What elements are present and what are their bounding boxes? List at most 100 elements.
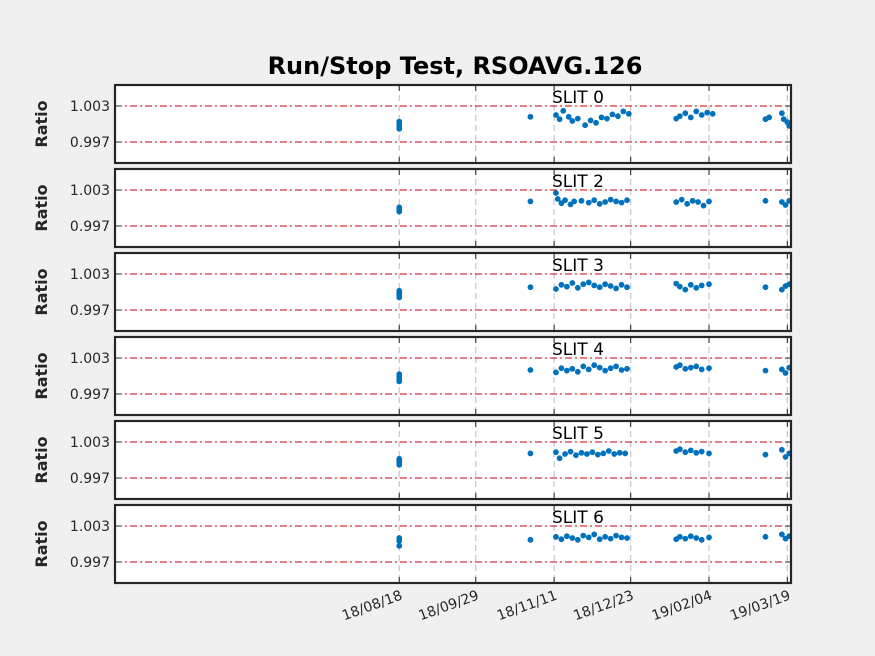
data-point [778,286,785,293]
data-point [584,451,590,457]
panel-0: 0.997 1.003 SLIT 0 Ratio [32,83,793,165]
data-point [596,200,603,207]
data-point [693,284,700,291]
x-tick-label: 19/03/19 [728,588,793,625]
panel-title: SLIT 5 [552,424,604,444]
data-point [607,196,614,203]
data-point [778,366,785,373]
data-point [585,279,592,286]
data-point [594,451,601,458]
data-point [580,532,587,539]
y-axis-label: Ratio [32,268,51,315]
data-point [684,200,691,207]
panel-title: SLIT 6 [552,508,604,528]
data-point [676,113,683,120]
data-point [678,196,685,203]
chart-title: Run/Stop Test, RSOAVG.126 [268,52,643,80]
data-point [698,448,705,455]
panel-frame [113,251,793,333]
panel-frame [113,83,793,165]
data-point [709,110,716,117]
data-point [562,197,568,204]
data-point [585,534,592,541]
data-point [578,449,585,456]
data-point [676,362,683,369]
panel-5: 0.997 1.003 SLIT 6 Ratio [32,503,793,585]
x-tick-label: 18/08/18 [340,588,405,625]
data-point [706,198,712,205]
data-point [706,534,712,541]
data-point [574,115,581,122]
data-point [563,283,570,290]
y-tick-label: 1.003 [70,519,110,535]
data-point [762,451,769,458]
panel-background [115,169,791,247]
y-tick-label: 1.003 [70,435,110,451]
data-point [693,108,700,115]
data-point [580,363,587,370]
y-tick-label: 0.997 [70,387,110,403]
data-point [618,281,625,288]
data-point [396,371,403,378]
data-point [695,199,701,205]
data-point [625,110,632,117]
data-point [573,452,579,459]
data-point [682,449,689,456]
panel-background [115,253,791,331]
data-point [698,112,705,118]
data-point [687,281,694,288]
y-axis-label: Ratio [32,184,51,231]
x-axis: 18/08/18 18/09/29 18/11/11 18/12/23 19/02/04… [340,588,793,625]
data-point [607,283,614,289]
panel-frame [113,419,793,501]
panel-background [115,505,791,583]
data-point [558,281,565,288]
data-point [553,190,559,196]
data-point [569,365,576,372]
data-point [602,367,609,374]
y-axis-label: Ratio [32,352,51,399]
panel-background [115,421,791,499]
data-point [591,282,598,289]
data-point [706,365,712,372]
data-point [574,536,581,543]
data-point [778,446,785,453]
data-point [527,198,534,205]
data-point [778,110,785,117]
data-point [613,198,619,205]
data-point [527,367,534,373]
data-point [622,450,629,457]
data-point [782,202,789,208]
data-point [527,536,534,543]
data-point [676,446,683,453]
data-point [762,197,769,204]
data-point [556,455,563,462]
data-point [591,362,598,369]
y-tick-label: 0.997 [70,135,110,151]
data-point [527,450,534,457]
y-axis-label: Ratio [32,436,51,483]
data-point [574,368,581,375]
data-point [582,122,589,129]
data-point [596,536,603,543]
data-point [565,113,572,120]
data-point [604,115,610,122]
data-point [607,535,614,542]
data-point [593,119,599,126]
data-point [396,535,403,541]
data-point [602,199,609,205]
data-point [687,114,694,121]
data-point [567,448,574,455]
data-point [693,535,700,541]
data-point [556,116,563,123]
data-point [618,199,625,206]
data-point [693,449,700,456]
data-point [560,107,567,114]
data-point [563,533,570,540]
data-point [558,365,565,372]
data-point [602,533,609,540]
panel-title: SLIT 4 [552,340,604,360]
data-point [766,114,773,121]
y-tick-label: 1.003 [70,99,110,115]
